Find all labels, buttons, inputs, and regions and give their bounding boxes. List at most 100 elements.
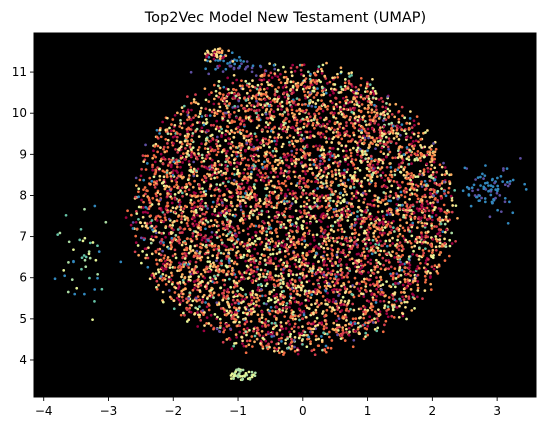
data-point <box>243 242 247 246</box>
data-point <box>398 304 401 308</box>
data-point <box>340 273 343 277</box>
data-point <box>124 216 128 220</box>
data-point <box>288 101 291 104</box>
data-point <box>324 125 328 129</box>
data-point <box>173 248 177 252</box>
data-point <box>352 108 356 112</box>
data-point <box>310 349 314 353</box>
data-point <box>261 272 265 276</box>
data-point <box>164 206 168 210</box>
data-point <box>318 270 322 274</box>
data-point <box>397 281 400 285</box>
data-point <box>245 83 249 87</box>
data-point <box>434 175 438 179</box>
data-point <box>368 143 371 147</box>
data-point <box>401 314 405 318</box>
data-point <box>378 253 381 257</box>
data-point <box>363 106 367 110</box>
data-point <box>268 312 272 316</box>
data-point <box>364 282 368 286</box>
data-point <box>169 243 173 247</box>
data-point <box>221 227 225 230</box>
data-point <box>317 260 320 263</box>
data-point <box>296 131 300 135</box>
data-point <box>270 84 274 88</box>
data-point <box>403 129 406 133</box>
data-point <box>312 264 315 268</box>
data-point <box>321 312 324 315</box>
data-point <box>215 256 219 260</box>
data-point <box>358 140 361 143</box>
data-point <box>374 298 378 302</box>
data-point <box>284 70 287 74</box>
data-point <box>407 266 411 270</box>
data-point <box>214 247 218 251</box>
data-point <box>240 301 243 305</box>
data-point <box>253 132 257 136</box>
data-point <box>168 266 172 269</box>
data-point <box>337 224 341 227</box>
data-point <box>368 189 371 193</box>
data-point <box>239 242 242 246</box>
data-point <box>408 117 412 120</box>
data-point <box>395 272 399 276</box>
data-point <box>241 128 245 132</box>
data-point <box>174 286 178 290</box>
data-point <box>431 151 435 155</box>
data-point <box>202 329 206 333</box>
data-point <box>443 230 447 234</box>
data-point <box>295 151 298 155</box>
data-point <box>365 247 369 251</box>
data-point <box>255 270 258 274</box>
data-point <box>288 265 292 268</box>
data-point <box>255 277 259 281</box>
data-point <box>265 194 268 197</box>
data-point <box>412 293 415 297</box>
data-point <box>372 235 376 238</box>
data-point <box>287 274 291 278</box>
data-point <box>268 248 271 252</box>
data-point <box>394 156 397 160</box>
data-point <box>296 127 300 131</box>
data-point <box>438 245 441 248</box>
data-point <box>340 213 344 217</box>
data-point <box>279 136 283 139</box>
data-point <box>431 170 435 174</box>
data-point <box>441 230 445 234</box>
data-point <box>385 165 389 169</box>
data-point <box>322 152 326 155</box>
data-point <box>425 200 429 203</box>
data-point <box>218 194 221 198</box>
data-point <box>196 311 199 314</box>
data-point <box>280 145 284 149</box>
data-point <box>368 182 371 186</box>
data-point <box>375 136 379 140</box>
data-point <box>240 182 244 186</box>
data-point <box>282 91 286 95</box>
data-point <box>236 195 240 199</box>
data-point <box>186 263 190 266</box>
data-point <box>219 109 222 113</box>
data-point <box>212 291 216 295</box>
data-point <box>225 211 228 215</box>
data-point <box>228 257 231 260</box>
data-point <box>231 266 234 270</box>
data-point <box>220 238 223 242</box>
data-point <box>359 222 363 226</box>
data-point <box>264 91 268 94</box>
data-point <box>349 185 352 188</box>
data-point <box>204 301 207 304</box>
data-point <box>183 215 186 218</box>
data-point <box>276 309 280 313</box>
data-point <box>350 110 354 114</box>
data-point <box>215 220 219 224</box>
data-point <box>318 124 322 127</box>
data-point <box>398 125 402 129</box>
data-point <box>398 184 402 188</box>
data-point <box>435 170 439 174</box>
data-point <box>231 81 235 85</box>
data-point <box>189 244 192 248</box>
data-point <box>241 221 245 225</box>
data-point <box>349 121 353 125</box>
data-point <box>336 218 340 222</box>
